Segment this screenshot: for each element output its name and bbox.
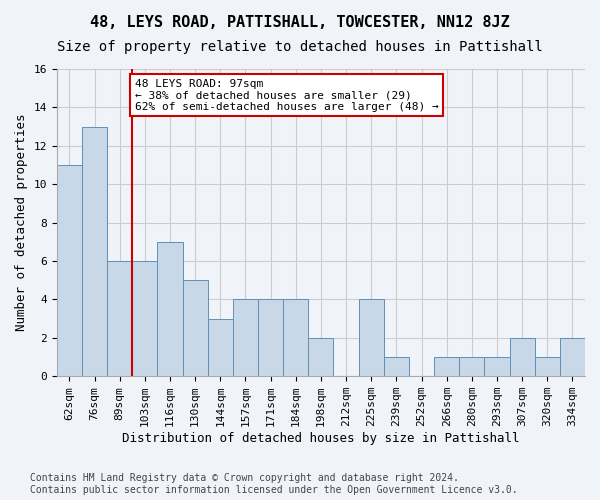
Text: Size of property relative to detached houses in Pattishall: Size of property relative to detached ho… <box>57 40 543 54</box>
Text: 48 LEYS ROAD: 97sqm
← 38% of detached houses are smaller (29)
62% of semi-detach: 48 LEYS ROAD: 97sqm ← 38% of detached ho… <box>135 78 439 112</box>
Bar <box>132 261 157 376</box>
Bar <box>384 357 409 376</box>
Bar <box>208 318 233 376</box>
Bar <box>434 357 459 376</box>
Bar <box>484 357 509 376</box>
Bar <box>233 300 258 376</box>
Bar <box>509 338 535 376</box>
Bar <box>283 300 308 376</box>
Text: Contains HM Land Registry data © Crown copyright and database right 2024.
Contai: Contains HM Land Registry data © Crown c… <box>30 474 518 495</box>
Bar <box>182 280 208 376</box>
X-axis label: Distribution of detached houses by size in Pattishall: Distribution of detached houses by size … <box>122 432 520 445</box>
Bar <box>560 338 585 376</box>
Y-axis label: Number of detached properties: Number of detached properties <box>15 114 28 332</box>
Bar <box>157 242 182 376</box>
Bar <box>57 165 82 376</box>
Bar <box>459 357 484 376</box>
Bar <box>82 126 107 376</box>
Bar <box>107 261 132 376</box>
Bar <box>258 300 283 376</box>
Bar <box>359 300 384 376</box>
Text: 48, LEYS ROAD, PATTISHALL, TOWCESTER, NN12 8JZ: 48, LEYS ROAD, PATTISHALL, TOWCESTER, NN… <box>90 15 510 30</box>
Bar <box>535 357 560 376</box>
Bar <box>308 338 334 376</box>
